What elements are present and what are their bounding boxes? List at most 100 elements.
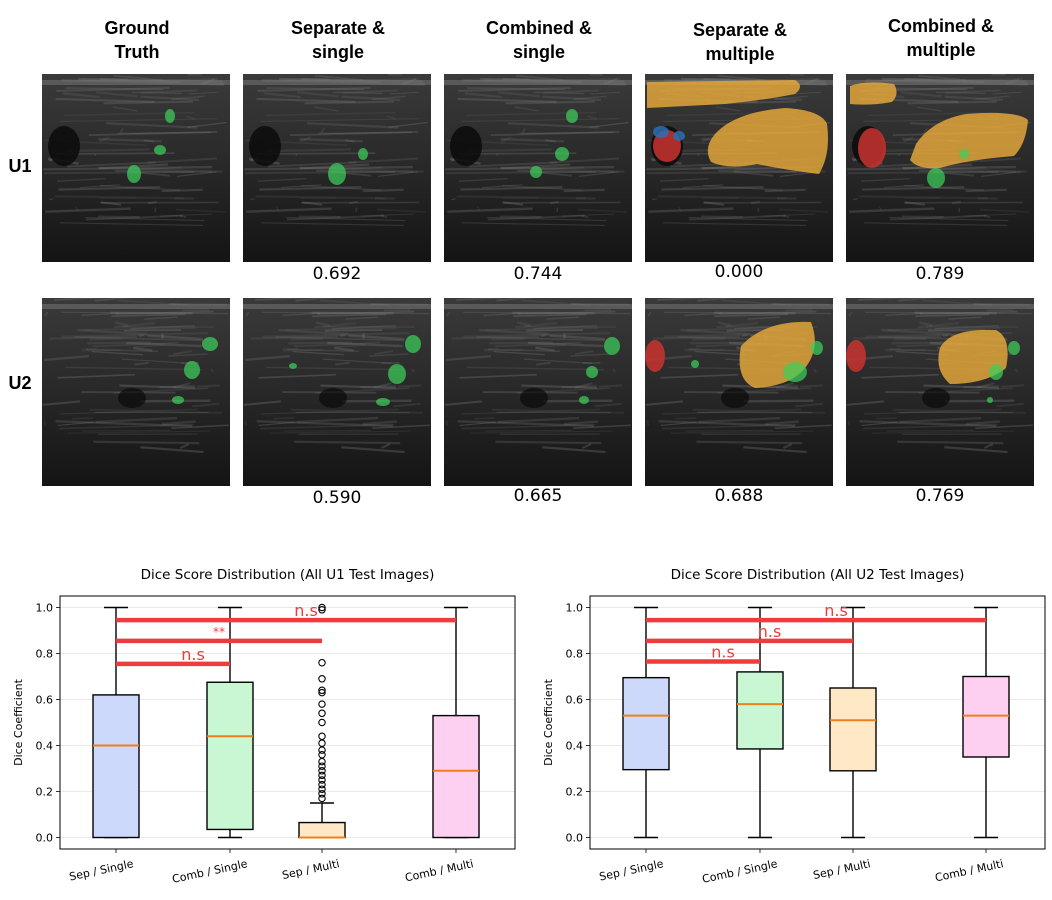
score-u2-combined-single: 0.665 [513, 486, 563, 506]
score-u2-separate-single: 0.590 [312, 488, 362, 508]
dark-shadow [721, 388, 749, 408]
significance-label: ** [213, 625, 225, 639]
outlier-point [318, 776, 326, 784]
outlier-point [318, 686, 326, 695]
column-header-separate-single: Separate & single [290, 18, 386, 62]
nodule-mask [566, 109, 578, 123]
y-tick-label: 1.0 [36, 602, 54, 615]
outlier-point [318, 606, 326, 614]
dark-vessel [249, 126, 281, 166]
y-tick-label: 1.0 [566, 602, 584, 615]
vein-mask [653, 126, 669, 138]
box-comb-single [736, 606, 784, 839]
column-header-combined-multiple: Combined & multiple [888, 16, 994, 60]
dice-boxplots: Dice Score Distribution (All U1 Test Ima… [12, 567, 1046, 886]
x-tick-label: Sep / Multi [812, 857, 872, 882]
dark-vessel [450, 126, 482, 166]
outlier-point [318, 757, 326, 766]
nodule-mask [289, 363, 297, 369]
ultrasound-image [846, 298, 1034, 486]
dark-shadow [922, 388, 950, 408]
box-comb-single [206, 606, 254, 839]
y-tick-label: 0.2 [36, 786, 54, 799]
nodule-mask [586, 366, 598, 378]
box-body [206, 681, 254, 831]
nodule-mask [691, 360, 699, 368]
segmentation-overlay [645, 321, 823, 388]
box-sep-single [622, 606, 670, 839]
significance-label: n.s [711, 643, 735, 662]
box-sep-single [92, 606, 140, 839]
significance-label: n.s [181, 645, 205, 664]
ultrasound-image [846, 74, 1034, 262]
ultrasound-image [444, 298, 632, 486]
segmentation-overlay [647, 80, 828, 174]
outlier-point [318, 658, 326, 667]
outlier-point [318, 675, 326, 683]
plot-frame [59, 595, 516, 850]
outlier-point [318, 688, 326, 697]
vein-mask [673, 131, 685, 141]
y-tick-label: 0.4 [566, 740, 584, 753]
nodule-mask [604, 337, 620, 355]
score-u2-separate-multiple: 0.688 [714, 486, 764, 506]
nodule-mask [405, 335, 421, 353]
ultrasound-image [645, 74, 833, 262]
nodule-mask [927, 168, 945, 188]
segmentation-overlay [172, 337, 218, 404]
nodule-mask [358, 148, 368, 160]
outlier-point [318, 780, 326, 789]
outlier-point [318, 785, 326, 793]
ultrasound-image [42, 74, 230, 262]
nodule-mask [555, 147, 569, 161]
outlier-point [318, 700, 326, 708]
boxplot-panel-1: Dice Score Distribution (All U1 Test Ima… [12, 567, 516, 886]
dark-shadow [118, 388, 146, 408]
artery-mask [645, 340, 665, 372]
nodule-mask [811, 341, 823, 355]
y-axis-label: Dice Coefficient [12, 678, 25, 765]
x-tick-label: Sep / Single [68, 857, 135, 883]
box-body [736, 671, 784, 750]
nodule-mask [959, 149, 969, 159]
y-tick-label: 0.6 [36, 694, 54, 707]
nodule-mask [530, 166, 542, 178]
outlier-point [318, 771, 326, 780]
ultrasound-image [243, 74, 431, 262]
x-tick-label: Comb / Multi [404, 857, 475, 884]
artery-mask [858, 128, 886, 168]
box-body [622, 676, 670, 771]
nodule-mask [172, 396, 184, 404]
outlier-point [318, 790, 326, 798]
score-u2-combined-multiple: 0.769 [915, 486, 965, 506]
outlier-point [318, 746, 326, 754]
nodule-mask [184, 361, 200, 379]
outlier-point [318, 603, 326, 612]
ultrasound-image [243, 298, 431, 486]
nodule-mask [987, 397, 993, 403]
x-tick-label: Sep / Multi [281, 857, 341, 882]
row-label-u2: U2 [8, 373, 32, 393]
x-tick-label: Comb / Single [171, 857, 249, 886]
nodule-mask [376, 398, 390, 406]
gland-mask [850, 82, 897, 105]
outlier-point [318, 767, 326, 775]
segmentation-overlay [289, 335, 421, 406]
ultrasound-image [645, 298, 833, 486]
box-body [432, 714, 480, 839]
box-comb-multi [962, 606, 1010, 839]
plot-frame [589, 595, 1046, 850]
artery-mask [846, 340, 866, 372]
nodule-mask [127, 165, 141, 183]
segmentation-overlay [328, 148, 368, 185]
column-header-separate-multiple: Separate & multiple [692, 20, 788, 64]
significance-label: n.s [294, 601, 318, 620]
boxplot-panel-2: Dice Score Distribution (All U2 Test Ima… [542, 567, 1046, 886]
gland-mask [647, 80, 800, 108]
outlier-point [318, 732, 326, 741]
box-body [92, 694, 140, 839]
outlier-point [318, 709, 326, 718]
box-body [829, 687, 877, 772]
gland-mask [910, 112, 1028, 169]
dark-vessel [48, 126, 80, 166]
